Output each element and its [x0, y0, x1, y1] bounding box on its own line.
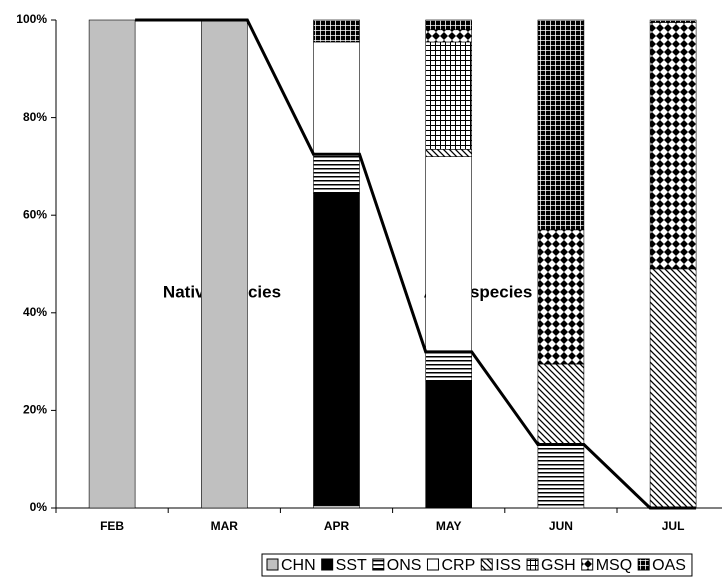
x-tick-label: APR	[324, 519, 350, 533]
bar-segment	[537, 444, 585, 509]
legend-swatch	[480, 558, 493, 571]
x-tick-label: FEB	[100, 519, 124, 533]
bar-segment	[537, 19, 585, 231]
bar-segment	[425, 380, 473, 509]
y-tick-label: 80%	[23, 110, 47, 124]
y-tick-label: 40%	[23, 305, 47, 319]
legend-swatch	[526, 558, 539, 571]
legend-label: ONS	[387, 557, 422, 574]
y-tick-label: 0%	[30, 500, 48, 514]
bar-segment	[313, 505, 360, 509]
legend-swatch	[266, 558, 279, 571]
legend-label: CRP	[441, 557, 475, 574]
bar-segment	[201, 19, 248, 509]
legend-label: CHN	[281, 557, 316, 574]
x-tick-label: JUL	[662, 519, 685, 533]
bar-segment	[313, 41, 360, 155]
bar-segment	[649, 268, 697, 509]
legend-label: ISS	[495, 557, 521, 574]
bar-segment	[537, 229, 585, 365]
bar-segment	[313, 153, 360, 194]
legend-label: SST	[336, 557, 367, 574]
legend-swatch	[637, 558, 650, 571]
legend-swatch	[321, 558, 334, 571]
bar-segment	[425, 156, 473, 353]
bar-segment	[425, 351, 473, 382]
native-alien-boundary	[135, 18, 697, 510]
y-tick-label: 60%	[23, 207, 47, 221]
legend: CHN SST ONS CRP ISS GSH MSQ OAS	[261, 553, 693, 577]
legend-swatch	[372, 558, 385, 571]
x-tick-label: MAY	[436, 519, 462, 533]
bar-segment	[425, 149, 473, 157]
bar-segment	[425, 41, 473, 150]
legend-swatch	[581, 558, 594, 571]
x-tick-label: JUN	[549, 519, 573, 533]
legend-label: MSQ	[596, 557, 632, 574]
y-tick-label: 20%	[23, 403, 47, 417]
bar-segment	[425, 29, 473, 43]
bar-segment	[88, 19, 136, 509]
y-tick-label: 100%	[16, 12, 47, 26]
bar-segment	[313, 192, 360, 506]
legend-label: OAS	[652, 557, 686, 574]
bar-segment	[649, 19, 697, 23]
bar-segment	[537, 363, 585, 445]
x-tick-label: MAR	[211, 519, 239, 533]
legend-label: GSH	[541, 557, 576, 574]
legend-swatch	[426, 558, 439, 571]
bar-segment	[313, 19, 360, 43]
bar-segment	[425, 19, 473, 31]
bar-segment	[649, 22, 697, 270]
